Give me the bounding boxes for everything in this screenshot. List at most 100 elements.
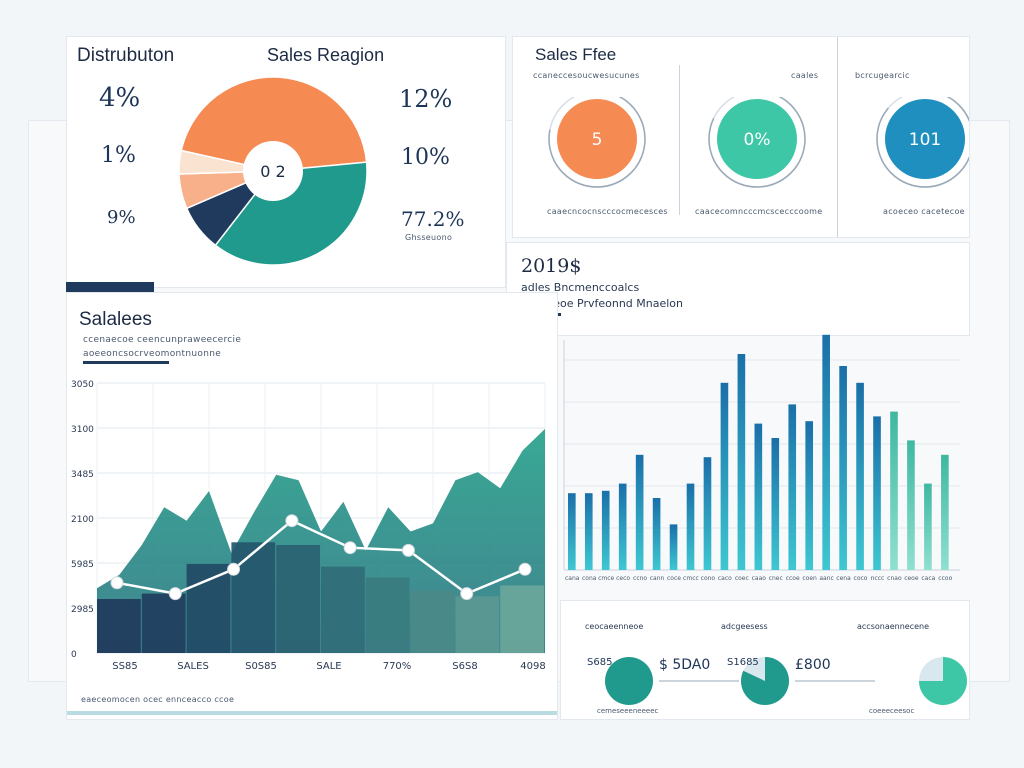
line-point: [343, 541, 357, 555]
promo-line-1: adles Bncmenccoalcs: [521, 281, 640, 294]
bar-category-label: cono: [701, 575, 716, 582]
left-label-3: 9%: [107, 207, 136, 228]
line-series: [116, 519, 526, 596]
ring-disc: [885, 99, 965, 179]
promo-line-2: Sacaseoe Prvfeonnd Mnaelon: [521, 297, 683, 310]
y-tick-label: 3100: [71, 425, 94, 435]
bar-category-label: cmcc: [683, 575, 699, 582]
bar: [754, 423, 763, 570]
kpi-top-label: ceocaeenneoe: [585, 622, 643, 631]
y-tick-label: 3485: [71, 470, 94, 480]
divider: [679, 65, 680, 215]
area-column: [141, 593, 186, 653]
bar: [839, 366, 847, 570]
distribution-card: Distrubuton Sales Reagion 4% 1% 9% 12% 1…: [66, 36, 506, 288]
sales-card: Salalees ccenaecoe ceencunpraweecercie a…: [66, 292, 558, 720]
distribution-accent-bar: [66, 282, 154, 294]
sales-sub-2: aoeeoncsocrveomontnuonne: [83, 349, 222, 359]
line-point: [518, 562, 532, 576]
bar: [669, 524, 678, 570]
x-tick-label: 4098: [520, 661, 545, 672]
pie-slice-B: [214, 161, 368, 266]
line-point: [168, 587, 182, 601]
bar: [601, 490, 610, 570]
kpi-rings: 5 0% 101: [548, 97, 969, 188]
x-tick-label: SALE: [316, 661, 341, 672]
bar-chart: cana cona cmce ceco ccno cann coce cmcc cono caco…: [563, 334, 960, 582]
bar-category-label: cona: [582, 575, 597, 582]
area-column: [410, 590, 455, 653]
ring-value: 101: [909, 130, 941, 150]
sales-underline: [83, 361, 169, 364]
bar: [703, 457, 712, 570]
bar-category-label: cann: [650, 575, 665, 582]
bar-category-label: coco: [854, 575, 868, 582]
area-column: [276, 545, 320, 653]
left-label-2: 1%: [101, 143, 136, 168]
kpi-label: S685: [587, 657, 612, 668]
bar-category-label: ccoo: [938, 575, 952, 582]
bar: [568, 493, 576, 570]
sales-title: Salalees: [79, 309, 152, 330]
bar: [618, 483, 627, 570]
y-tick-label: 2100: [71, 515, 94, 525]
bar-category-label: cmce: [598, 575, 614, 582]
sales-sub-1: ccenaecoe ceencunpraweecercie: [83, 335, 242, 345]
right-label-3: 77.2%: [401, 207, 465, 231]
sales-footer: eaeceomocen ocec ennceacco ccoe: [81, 695, 235, 704]
bar: [924, 483, 932, 570]
ring-progress: [876, 97, 969, 188]
distribution-title: Distrubuton: [77, 45, 175, 66]
sales-fee-card: Sales Ffee ccaneccesoucwesucunes caales …: [512, 36, 970, 238]
area-column: [186, 563, 231, 653]
kpi-disc: [605, 657, 653, 705]
x-tick-label: S0S85: [245, 661, 277, 672]
area-column: [231, 542, 276, 653]
area-column: [365, 577, 410, 653]
right-label-1: 12%: [399, 85, 453, 113]
kpi-top-label: adcgeesess: [721, 622, 768, 631]
sales-bottom-bar: [67, 711, 557, 715]
x-tick-label: S6S8: [452, 661, 477, 672]
bar-category-label: coen: [802, 575, 817, 582]
legend-a: caales: [791, 71, 819, 80]
pie-center-label: 0 2: [260, 162, 285, 181]
bar-category-label: ceoe: [904, 575, 919, 582]
promo-header-card: 2019$ adles Bncmenccoalcs Sacaseoe Prvfe…: [506, 242, 970, 336]
bar-category-label: coce: [667, 575, 681, 582]
bar: [737, 354, 746, 570]
ring-progress: [708, 97, 806, 188]
ring-progress: [548, 97, 646, 188]
pie-chart: 0 2: [178, 76, 368, 266]
bar-category-label: ccoe: [786, 575, 800, 582]
sales-fee-title: Sales Ffee: [535, 45, 617, 64]
pie-slice-A: [180, 76, 368, 172]
sales-area-chart: 0 2985 5985 2100 3485 3100 3050 SS85 SALES S0S85 S…: [71, 380, 546, 672]
sales-fee-sub: ccaneccesoucwesucunes: [533, 71, 640, 80]
bar: [822, 334, 830, 570]
pie-center-hole: [243, 141, 303, 201]
kpi-amount: £800: [795, 657, 831, 673]
bar: [720, 382, 729, 570]
y-tick-label: 0: [71, 650, 77, 660]
x-tick-label: SS85: [112, 661, 137, 672]
y-tick-label: 3050: [71, 380, 94, 390]
bar-category-label: caca: [921, 575, 935, 582]
ring-value: 5: [592, 130, 603, 150]
area-column: [97, 599, 141, 653]
distribution-footnote: Ghsseuono: [405, 233, 453, 242]
bar: [788, 404, 797, 570]
ring-value: 0%: [744, 130, 771, 150]
y-tick-label: 5985: [71, 560, 94, 570]
line-point: [110, 576, 124, 590]
y-tick-label: 2985: [71, 605, 94, 615]
bottom-kpis: ceocaeenneoe S685 $ 5DA0 cemeseeeneeeec adcg…: [585, 622, 967, 715]
bar: [635, 454, 644, 570]
legend-b: bcrcugearcic: [855, 71, 910, 80]
line-point: [227, 562, 241, 576]
bar: [652, 498, 661, 570]
bar-category-label: cena: [836, 575, 851, 582]
line-point: [460, 587, 474, 601]
bottom-kpi-card: ceocaeenneoe S685 $ 5DA0 cemeseeeneeeec adcg…: [560, 600, 970, 720]
bar-category-label: nccc: [871, 575, 885, 582]
